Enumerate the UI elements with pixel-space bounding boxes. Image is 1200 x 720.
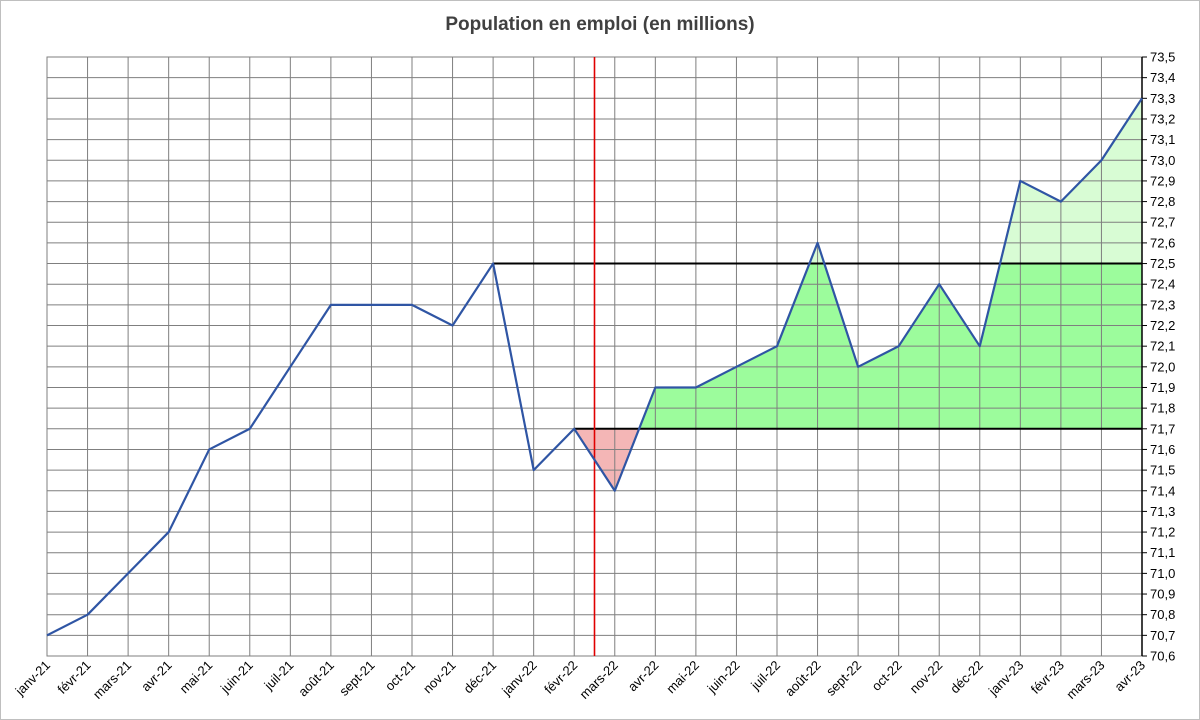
- x-tick-label: mars-23: [1063, 658, 1107, 702]
- y-tick-label: 73,3: [1150, 91, 1175, 106]
- y-tick-label: 73,1: [1150, 132, 1175, 147]
- y-tick-label: 72,9: [1150, 173, 1175, 188]
- y-tick-label: 70,9: [1150, 587, 1175, 602]
- y-tick-label: 72,6: [1150, 235, 1175, 250]
- y-tick-label: 70,6: [1150, 649, 1175, 664]
- y-tick-label: 72,4: [1150, 277, 1175, 292]
- x-tick-label: sept-21: [336, 658, 377, 699]
- x-tick-label: avr-21: [138, 658, 175, 695]
- x-tick-label: août-21: [295, 658, 337, 700]
- x-tick-label: févr-21: [54, 658, 93, 697]
- y-tick-label: 73,0: [1150, 153, 1175, 168]
- y-tick-label: 72,2: [1150, 318, 1175, 333]
- x-tick-label: oct-22: [869, 658, 905, 694]
- y-tick-label: 70,8: [1150, 607, 1175, 622]
- x-tick-label: nov-22: [907, 658, 946, 697]
- y-tick-label: 73,2: [1150, 111, 1175, 126]
- x-tick-label: avr-22: [625, 658, 662, 695]
- x-tick-label: sept-22: [823, 658, 864, 699]
- x-tick-label: juin-21: [217, 658, 256, 697]
- y-tick-label: 72,1: [1150, 339, 1175, 354]
- x-tick-label: févr-22: [541, 658, 580, 697]
- series-line-group: [46, 97, 1143, 637]
- x-tick-label: mars-22: [577, 658, 621, 702]
- x-tick-label: mars-21: [90, 658, 134, 702]
- y-tick-label: 70,7: [1150, 628, 1175, 643]
- x-tick-label: déc-21: [461, 658, 500, 697]
- x-tick-label: mai-22: [663, 658, 702, 697]
- x-tick-label: oct-21: [382, 658, 418, 694]
- x-tick-label: août-22: [782, 658, 824, 700]
- y-tick-label: 71,1: [1150, 545, 1175, 560]
- y-tick-label: 72,5: [1150, 256, 1175, 271]
- x-tick-label: janv-23: [985, 658, 1026, 699]
- x-tick-label: janv-21: [12, 658, 53, 699]
- y-tick-label: 72,7: [1150, 215, 1175, 230]
- x-tick-label: juil-22: [747, 658, 783, 694]
- y-tick-label: 71,9: [1150, 380, 1175, 395]
- y-tick-label: 71,7: [1150, 421, 1175, 436]
- x-tick-label: juil-21: [261, 658, 297, 694]
- x-tick-label: févr-23: [1028, 658, 1067, 697]
- x-tick-label: janv-22: [498, 658, 539, 699]
- y-tick-label: 71,3: [1150, 504, 1175, 519]
- x-tick-label: juin-22: [704, 658, 743, 697]
- y-tick-label: 71,5: [1150, 463, 1175, 478]
- x-tick-label: nov-21: [420, 658, 459, 697]
- series-line: [46, 97, 1143, 637]
- y-tick-label: 72,3: [1150, 297, 1175, 312]
- chart-title: Population en emploi (en millions): [445, 14, 755, 35]
- y-tick-label: 71,8: [1150, 401, 1175, 416]
- x-tick-label: déc-22: [947, 658, 986, 697]
- y-tick-label: 71,2: [1150, 525, 1175, 540]
- y-tick-label: 71,6: [1150, 442, 1175, 457]
- y-tick-labels: 70,6 70,7 70,8 70,9 71,0 71,1 71,2 71,3 71,4 71,5…: [1150, 50, 1175, 664]
- y-tick-label: 71,4: [1150, 483, 1175, 498]
- y-tick-label: 72,0: [1150, 359, 1175, 374]
- x-tick-label: avr-23: [1111, 658, 1148, 695]
- reference-lines: [493, 57, 1142, 656]
- below-baseline-area: [574, 428, 640, 491]
- y-tick-label: 71,0: [1150, 566, 1175, 581]
- y-tick-label: 73,5: [1150, 50, 1175, 65]
- y-tick-label: 72,8: [1150, 194, 1175, 209]
- x-tick-label: mai-21: [177, 658, 216, 697]
- y-tick-label: 73,4: [1150, 70, 1175, 85]
